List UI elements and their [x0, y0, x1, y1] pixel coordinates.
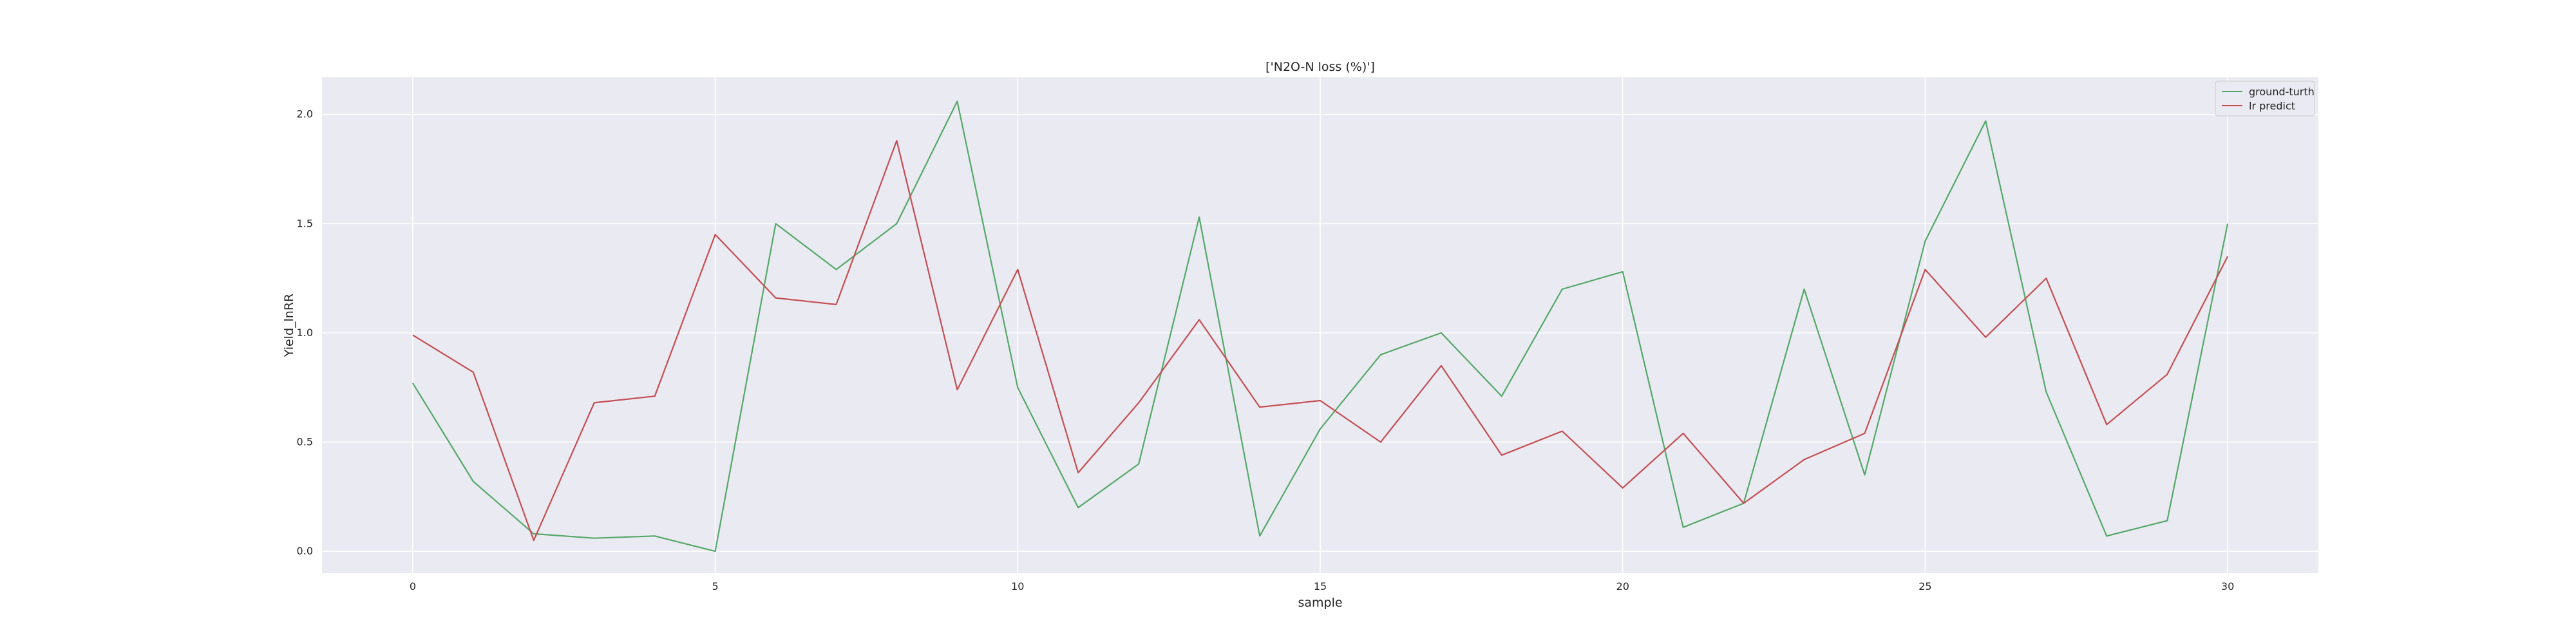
y-tick-label: 2.0 — [297, 108, 313, 120]
grid-lines — [322, 77, 2318, 573]
x-tick-label: 15 — [1314, 580, 1327, 592]
legend-label-ground-turth: ground-turth — [2249, 86, 2315, 98]
x-tick-label: 0 — [410, 580, 416, 592]
legend: ground-turth lr predict — [2215, 80, 2315, 117]
series-line-lr-predict — [412, 140, 2229, 542]
series-layer — [412, 100, 2229, 553]
chart-title: ['N2O-N loss (%)'] — [1265, 60, 1375, 74]
x-tick-label: 30 — [2221, 580, 2234, 592]
x-tick-label: 5 — [712, 580, 719, 592]
x-tick-label: 10 — [1011, 580, 1024, 592]
tick-labels: 0 5 10 15 20 25 30 0.0 0.5 1.0 1.5 2.0 — [297, 108, 2235, 592]
y-tick-label: 1.0 — [297, 327, 313, 339]
legend-box — [2215, 80, 2315, 117]
x-axis-label: sample — [1298, 596, 1342, 610]
y-tick-label: 0.5 — [297, 435, 313, 448]
y-tick-label: 0.0 — [297, 545, 313, 557]
x-tick-label: 20 — [1616, 580, 1629, 592]
x-tick-label: 25 — [1918, 580, 1931, 592]
y-axis-label: Yield_lnRR — [282, 294, 296, 357]
y-tick-label: 1.5 — [297, 217, 313, 229]
series-line-ground-turth — [412, 100, 2229, 553]
legend-label-lr-predict: lr predict — [2249, 100, 2295, 112]
